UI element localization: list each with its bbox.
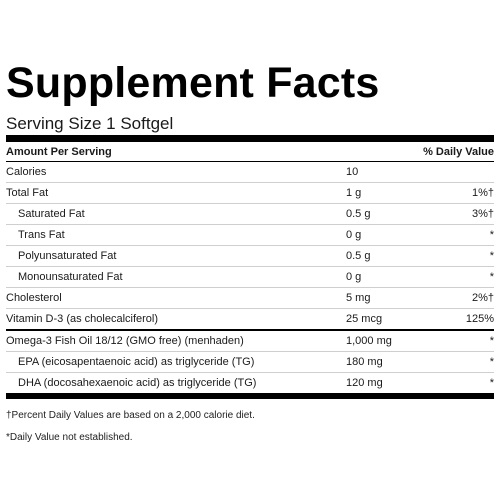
nutrient-dv: * [489,356,494,368]
table-row: Cholesterol 5 mg 2%† [6,288,494,309]
table-row: Vitamin D-3 (as cholecalciferol) 25 mcg … [6,309,494,331]
nutrient-dv: 125% [465,313,494,325]
nutrient-amount: 10 [346,166,359,178]
nutrient-name: Polyunsaturated Fat [18,250,117,262]
amount-per-serving-header: Amount Per Serving [6,145,112,158]
nutrient-dv: * [489,335,494,347]
percent-dv-footnote: †Percent Daily Values are based on a 2,0… [6,410,255,421]
table-row: DHA (docosahexaenoic acid) as triglyceri… [6,373,494,393]
nutrient-name: Total Fat [6,187,49,199]
nutrient-dv: * [489,250,494,262]
table-row: Omega-3 Fish Oil 18/12 (GMO free) (menha… [6,331,494,352]
nutrient-amount: 120 mg [346,377,383,389]
table-row: Total Fat 1 g 1%† [6,183,494,204]
nutrient-dv: * [489,271,494,283]
table-row: EPA (eicosapentaenoic acid) as triglycer… [6,352,494,373]
supplement-facts-panel: Supplement Facts Serving Size 1 Softgel … [6,62,494,399]
nutrient-amount: 0.5 g [346,250,371,262]
nutrient-name: Calories [6,166,47,178]
nutrient-amount: 180 mg [346,356,383,368]
nutrient-amount: 0 g [346,229,362,241]
table-row: Monounsaturated Fat 0 g * [6,267,494,288]
nutrient-dv: * [489,377,494,389]
nutrient-name: Cholesterol [6,292,62,304]
nutrient-dv: 3%† [471,208,494,220]
table-row: Saturated Fat 0.5 g 3%† [6,204,494,225]
thick-divider [6,135,494,142]
nutrient-amount: 5 mg [346,292,371,304]
table-row: Calories 10 [6,162,494,183]
nutrient-name: Monounsaturated Fat [18,271,123,283]
nutrient-name: Trans Fat [18,229,65,241]
nutrient-name: Omega-3 Fish Oil 18/12 (GMO free) (menha… [6,335,244,347]
nutrient-amount: 1,000 mg [346,335,392,347]
daily-value-header: % Daily Value [423,145,494,158]
nutrient-amount: 1 g [346,187,362,199]
serving-size: Serving Size 1 Softgel [6,114,174,133]
nutrient-amount: 0 g [346,271,362,283]
table-row: Polyunsaturated Fat 0.5 g * [6,246,494,267]
table-header: Amount Per Serving % Daily Value [6,142,494,162]
not-established-footnote: *Daily Value not established. [6,432,133,443]
nutrient-amount: 25 mcg [346,313,383,325]
nutrient-name: Saturated Fat [18,208,85,220]
nutrient-dv: 2%† [471,292,494,304]
nutrient-dv: 1%† [471,187,494,199]
nutrient-name: Vitamin D-3 (as cholecalciferol) [6,313,159,325]
nutrient-name: EPA (eicosapentaenoic acid) as triglycer… [18,356,255,368]
table-row: Trans Fat 0 g * [6,225,494,246]
nutrient-name: DHA (docosahexaenoic acid) as triglyceri… [18,377,257,389]
nutrient-dv: * [489,229,494,241]
panel-title: Supplement Facts [6,59,380,107]
bottom-divider [6,393,494,399]
nutrient-amount: 0.5 g [346,208,371,220]
